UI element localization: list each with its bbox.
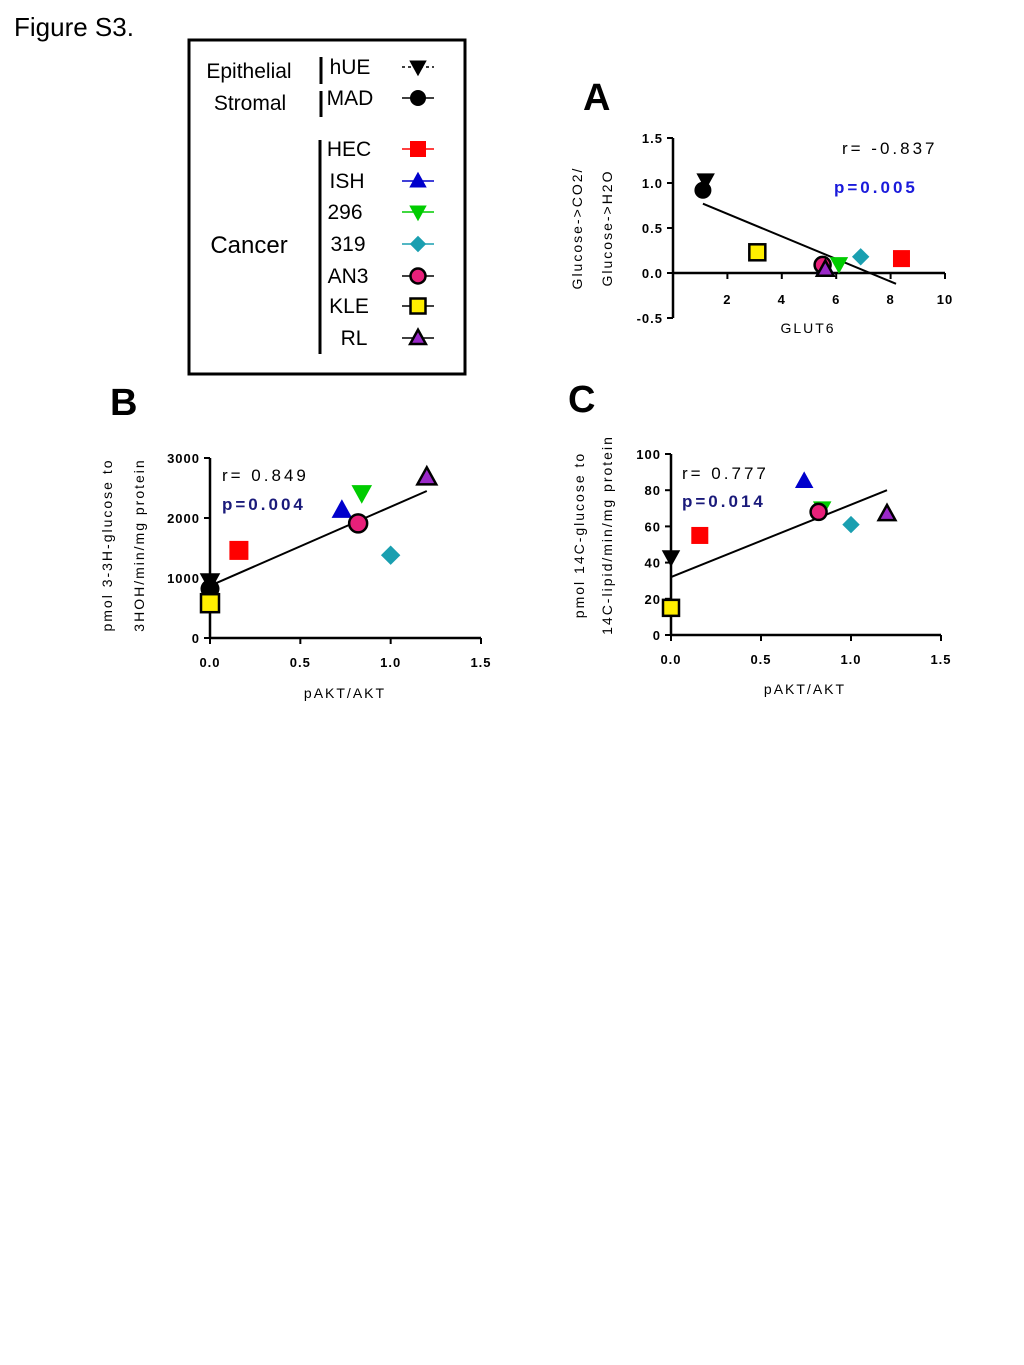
chart-b-y-tick-label: 0: [192, 631, 200, 646]
chart-a-x-tick-label: 8: [886, 292, 894, 307]
legend-marker-ish: [409, 171, 427, 188]
legend-group-cancer: Cancer: [210, 232, 287, 259]
chart-c-point-ish: [794, 471, 814, 489]
chart-b-point-rl: [415, 464, 439, 486]
chart-c-x-tick-label: 0.5: [750, 652, 771, 667]
chart-c-y-tick-label: 80: [645, 483, 661, 498]
chart-a-point-kle: [748, 243, 767, 262]
chart-a-x-tick-label: 10: [937, 292, 953, 307]
chart-c-panel-letter: C: [568, 379, 595, 421]
chart-a-point-296: [829, 257, 849, 274]
legend-marker-rl: [408, 327, 428, 346]
chart-a-point-hue: [696, 173, 715, 191]
chart-b-r-value: r= 0.849: [222, 466, 309, 485]
legend-marker-319: [409, 235, 427, 253]
legend-label-319: 319: [330, 233, 365, 256]
legend-label-ish: ISH: [329, 170, 364, 193]
chart-a-x-tick-label: 6: [832, 292, 840, 307]
chart-c-y-axis-label-line2: 14C-lipid/min/mg protein: [599, 435, 615, 635]
legend-marker-hec: [410, 141, 426, 157]
legend-label-mad: MAD: [327, 87, 374, 110]
figure-title: Figure S3.: [14, 12, 134, 42]
chart-c-y-tick-label: 60: [645, 519, 661, 534]
legend-label-kle: KLE: [329, 295, 369, 318]
chart-a-p-value: p=0.005: [834, 178, 918, 197]
chart-b-y-tick-label: 2000: [167, 511, 200, 526]
chart-a-r-value: r= -0.837: [842, 139, 938, 158]
chart-c-y-axis-label-line1: pmol 14C-glucose to: [571, 452, 587, 618]
legend-group-stromal: Stromal: [214, 92, 286, 115]
chart-b-x-tick-label: 1.0: [380, 655, 401, 670]
legend-marker-mad: [410, 90, 426, 106]
chart-a-y-axis-label-line2: Glucose->H2O: [599, 170, 615, 287]
chart-c-point-hue: [661, 550, 681, 568]
chart-b-x-tick-label: 1.5: [470, 655, 491, 670]
chart-b-y-tick-label: 1000: [167, 571, 200, 586]
chart-a-point-mad: [694, 181, 712, 199]
chart-b-panel-letter: B: [110, 382, 137, 424]
chart-c-x-tick-label: 0.0: [660, 652, 681, 667]
chart-b-point-hec: [229, 540, 249, 560]
legend-marker-hue: [409, 60, 427, 77]
chart-b-x-tick-label: 0.0: [199, 655, 220, 670]
chart-b-point-kle: [199, 592, 221, 614]
legend-label-hue: hUE: [330, 56, 371, 79]
chart-b-fit-line: [209, 490, 428, 587]
chart-a-fit-line: [702, 202, 897, 285]
chart-c-x-tick-label: 1.5: [930, 652, 951, 667]
chart-c-point-rl: [876, 502, 898, 522]
legend-label-rl: RL: [341, 327, 368, 350]
legend-marker-296: [409, 205, 427, 222]
chart-a-y-tick-label: 1.0: [642, 176, 663, 191]
chart-c-point-319: [842, 515, 860, 534]
chart-a-x-tick-label: 2: [723, 292, 731, 307]
chart-a-y-tick-label: 1.5: [642, 131, 663, 146]
legend-group-epithelial: Epithelial: [206, 60, 291, 83]
chart-a-x-axis-label: GLUT6: [780, 320, 835, 336]
chart-b-point-319: [380, 545, 401, 565]
chart-b-y-axis-label-line1: pmol 3-3H-glucose to: [99, 458, 115, 631]
legend-marker-kle: [409, 297, 427, 315]
chart-a-point-hec: [892, 250, 910, 268]
chart-b-point-ish: [331, 499, 353, 518]
chart-a-point-319: [851, 248, 870, 266]
chart-b-x-axis-label: pAKT/AKT: [304, 685, 386, 701]
legend-marker-an3: [409, 267, 427, 285]
chart-c-point-kle: [661, 598, 681, 618]
chart-c-p-value: p=0.014: [682, 492, 766, 511]
chart-c-r-value: r= 0.777: [682, 464, 769, 483]
legend-label-hec: HEC: [327, 138, 371, 161]
chart-c-point-an3: [809, 502, 828, 522]
chart-c-y-tick-label: 40: [645, 556, 661, 571]
chart-c-y-tick-label: 100: [636, 447, 661, 462]
chart-b-point-296: [351, 485, 373, 504]
chart-c-point-hec: [691, 526, 709, 544]
chart-a-y-tick-label: 0.0: [642, 266, 663, 281]
legend-box: [187, 38, 467, 376]
chart-c-x-axis-label: pAKT/AKT: [764, 681, 846, 697]
chart-c-fit-line: [670, 489, 888, 579]
chart-a-y-axis-label-line1: Glucose->CO2/: [569, 167, 585, 290]
chart-a-y-tick-label: 0.5: [642, 221, 663, 236]
chart-a-panel-letter: A: [583, 77, 610, 119]
chart-b-x-tick-label: 0.5: [290, 655, 311, 670]
chart-b-p-value: p=0.004: [222, 495, 306, 514]
chart-a-x-tick-label: 4: [778, 292, 786, 307]
chart-c-x-tick-label: 1.0: [840, 652, 861, 667]
chart-a-y-tick-label: -0.5: [637, 311, 663, 326]
chart-c-y-tick-label: 0: [653, 628, 661, 643]
chart-b-y-axis-label-line2: 3HOH/min/mg protein: [131, 458, 147, 631]
legend-label-296: 296: [327, 201, 362, 224]
chart-b-y-tick-label: 3000: [167, 451, 200, 466]
chart-b-point-an3: [347, 513, 369, 534]
legend-entries: hUE MAD HEC ISH 296 319 AN3 KLE RL: [327, 56, 434, 350]
legend-label-an3: AN3: [328, 265, 369, 288]
chart-c-y-tick-label: 20: [645, 592, 661, 607]
chart-a-point-rl: [814, 258, 836, 278]
